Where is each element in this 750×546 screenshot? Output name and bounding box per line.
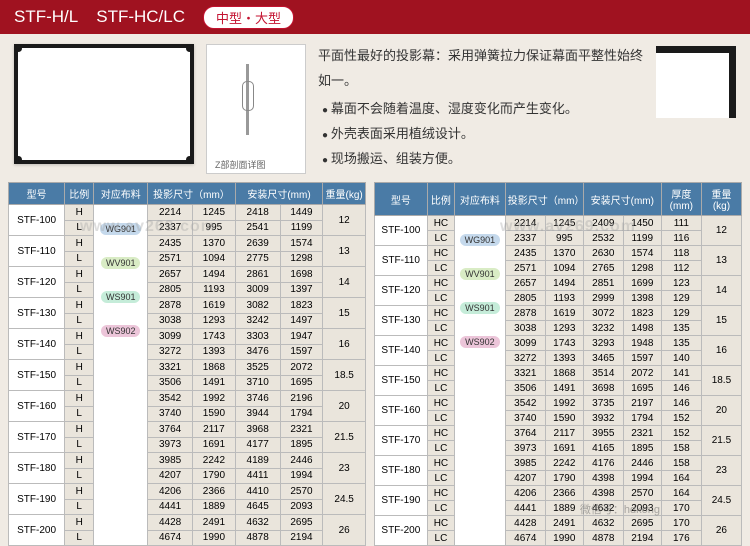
table-row: LC2571109427651298112 (375, 261, 742, 276)
header-title-2: STF-HC/LC (96, 7, 185, 27)
table-row: STF-170H376421173968232121.5 (9, 422, 366, 438)
table-row: LC4207179043981994164 (375, 471, 742, 486)
table-row: STF-100HCWG901WV901WS901WS90222141245240… (375, 216, 742, 231)
table-row: LC4674199048782194176 (375, 531, 742, 546)
desc-bullet-1: 幕面不会随着温度、湿度变化而产生变化。 (322, 97, 644, 122)
table-row: STF-120H265714942861169814 (9, 267, 366, 283)
table-row: LC233799525321199116 (375, 231, 742, 246)
cross-section-diagram: Z部剖面详图 (206, 44, 306, 174)
table-row: LC3973169141651895158 (375, 441, 742, 456)
table-row: STF-150HC332118683514207214118.5 (375, 366, 742, 381)
table-row: STF-200HC442824914632269517026 (375, 516, 742, 531)
table-row: STF-110H243513702639157413 (9, 236, 366, 252)
desc-bullet-2: 外壳表面采用植绒设计。 (322, 122, 644, 147)
header-badge: 中型・大型 (203, 6, 294, 29)
desc-main: 平面性最好的投影幕：采用弹簧拉力保证幕面平整性始终如一。 (318, 44, 644, 93)
table-row: LC3506149136981695146 (375, 381, 742, 396)
table-row: LC4441188946322093170 (375, 501, 742, 516)
table-row: LC2805119329991398129 (375, 291, 742, 306)
table-row: STF-130H287816193082182315 (9, 298, 366, 314)
spec-table-left: 型号比例对应布料投影尺寸（mm）安装尺寸(mm)重量(kg) STF-100HW… (8, 182, 366, 546)
table-row: STF-130HC287816193072182312915 (375, 306, 742, 321)
table-row: STF-110HC243513702630157411813 (375, 246, 742, 261)
frame-detail-image (656, 46, 736, 118)
table-row: STF-150H332118683525207218.5 (9, 360, 366, 376)
product-image (14, 44, 194, 164)
table-row: LC3038129332321498135 (375, 321, 742, 336)
table-row: STF-160HC354219923735219714620 (375, 396, 742, 411)
table-row: STF-100HWG901WV901WS901WS902221412452418… (9, 205, 366, 221)
table-row: LC3740159039321794152 (375, 411, 742, 426)
footer-watermark: 微信号：hdkong (580, 501, 660, 517)
table-row: STF-160H354219923746219620 (9, 391, 366, 407)
table-row: STF-140HC309917433293194813516 (375, 336, 742, 351)
spec-tables: 型号比例对应布料投影尺寸（mm）安装尺寸(mm)重量(kg) STF-100HW… (0, 182, 750, 546)
table-row: STF-190H420623664410257024.5 (9, 484, 366, 500)
table-row: STF-190HC420623664398257016424.5 (375, 486, 742, 501)
table-row: STF-120HC265714942851169912314 (375, 276, 742, 291)
table-row: STF-200H442824914632269526 (9, 515, 366, 531)
diagram-label: Z部剖面详图 (215, 158, 266, 171)
table-row: STF-140H309917433303194716 (9, 329, 366, 345)
description: 平面性最好的投影幕：采用弹簧拉力保证幕面平整性始终如一。 幕面不会随着温度、湿度… (318, 44, 644, 174)
table-row: STF-170HC376421173955232115221.5 (375, 426, 742, 441)
table-row: STF-180HC398522424176244615823 (375, 456, 742, 471)
spec-table-right: 型号比例对应布料投影尺寸（mm）安装尺寸(mm)厚度(mm)重量(kg) STF… (374, 182, 742, 546)
table-row: STF-180H398522424189244623 (9, 453, 366, 469)
header-title-1: STF-H/L (14, 7, 78, 27)
table-row: LC3272139334651597140 (375, 351, 742, 366)
top-section: Z部剖面详图 平面性最好的投影幕：采用弹簧拉力保证幕面平整性始终如一。 幕面不会… (0, 34, 750, 182)
desc-bullet-3: 现场搬运、组装方便。 (322, 147, 644, 172)
header-bar: STF-H/L STF-HC/LC 中型・大型 (0, 0, 750, 34)
